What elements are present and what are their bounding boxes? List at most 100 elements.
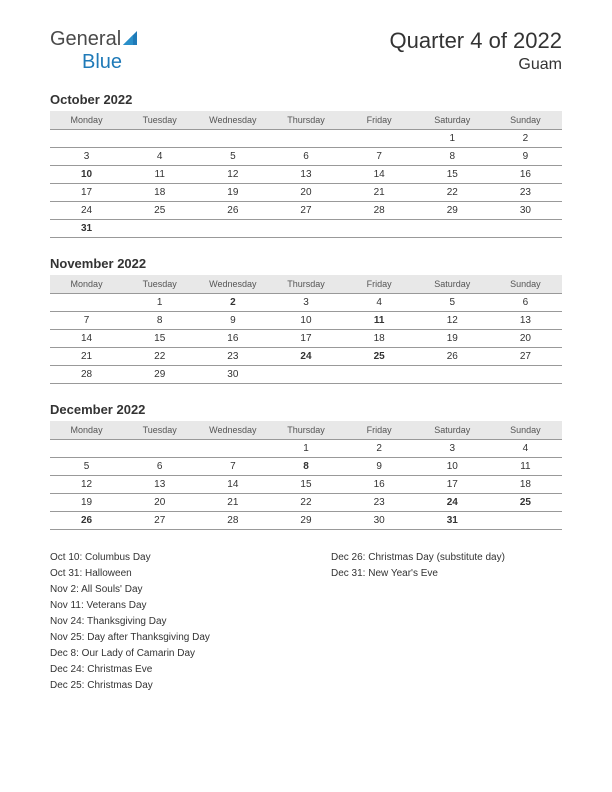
calendar-day-cell: 26 (50, 512, 123, 530)
calendar-day-cell: 21 (50, 348, 123, 366)
calendar-day-cell: 25 (123, 202, 196, 220)
holidays-section: Oct 10: Columbus DayOct 31: HalloweenNov… (50, 550, 562, 694)
weekday-header: Tuesday (123, 111, 196, 130)
calendar-day-cell: 12 (50, 476, 123, 494)
weekday-header: Thursday (269, 275, 342, 294)
calendar-day-cell (123, 220, 196, 238)
calendar-day-cell: 1 (269, 440, 342, 458)
logo-triangle-icon (123, 28, 137, 42)
calendar-day-cell: 14 (343, 166, 416, 184)
calendar-day-cell: 12 (416, 312, 489, 330)
calendar-day-cell: 30 (343, 512, 416, 530)
month-block: December 2022MondayTuesdayWednesdayThurs… (50, 402, 562, 530)
calendar-day-cell (269, 366, 342, 384)
calendar-week-row: 567891011 (50, 458, 562, 476)
calendar-day-cell (489, 366, 562, 384)
calendar-day-cell: 30 (196, 366, 269, 384)
calendar-day-cell: 24 (269, 348, 342, 366)
calendar-day-cell: 30 (489, 202, 562, 220)
calendar-day-cell (50, 130, 123, 148)
calendar-day-cell: 31 (50, 220, 123, 238)
calendar-day-cell (269, 130, 342, 148)
calendar-day-cell: 3 (416, 440, 489, 458)
calendar-day-cell (343, 130, 416, 148)
calendar-day-cell: 11 (123, 166, 196, 184)
calendar-day-cell: 17 (269, 330, 342, 348)
calendar-day-cell: 3 (269, 294, 342, 312)
calendar-day-cell: 24 (50, 202, 123, 220)
calendar-day-cell: 4 (489, 440, 562, 458)
calendar-week-row: 10111213141516 (50, 166, 562, 184)
calendar-day-cell (489, 512, 562, 530)
calendar-day-cell (50, 440, 123, 458)
calendar-week-row: 19202122232425 (50, 494, 562, 512)
months-container: October 2022MondayTuesdayWednesdayThursd… (50, 92, 562, 530)
weekday-header: Saturday (416, 275, 489, 294)
calendar-day-cell: 25 (489, 494, 562, 512)
calendar-day-cell: 8 (416, 148, 489, 166)
calendar-day-cell: 6 (123, 458, 196, 476)
calendar-week-row: 1234 (50, 440, 562, 458)
calendar-day-cell: 8 (123, 312, 196, 330)
calendar-day-cell: 15 (416, 166, 489, 184)
calendar-day-cell: 4 (123, 148, 196, 166)
weekday-header: Thursday (269, 421, 342, 440)
calendar-week-row: 14151617181920 (50, 330, 562, 348)
calendar-day-cell: 26 (416, 348, 489, 366)
month-block: October 2022 MondayTuesdayWednesdayThursd… (50, 92, 562, 238)
weekday-header: Monday (50, 275, 123, 294)
calendar-week-row: 3456789 (50, 148, 562, 166)
calendar-table: MondayTuesdayWednesdayThursdayFridaySatu… (50, 111, 562, 238)
calendar-week-row: 12 (50, 130, 562, 148)
calendar-day-cell: 9 (489, 148, 562, 166)
calendar-week-row: 24252627282930 (50, 202, 562, 220)
calendar-day-cell (196, 440, 269, 458)
calendar-day-cell: 10 (50, 166, 123, 184)
calendar-day-cell: 9 (343, 458, 416, 476)
calendar-day-cell: 27 (269, 202, 342, 220)
calendar-day-cell: 14 (196, 476, 269, 494)
calendar-day-cell: 28 (50, 366, 123, 384)
calendar-day-cell: 22 (123, 348, 196, 366)
calendar-day-cell: 28 (196, 512, 269, 530)
calendar-day-cell: 22 (416, 184, 489, 202)
calendar-day-cell: 22 (269, 494, 342, 512)
weekday-header: Thursday (269, 111, 342, 130)
calendar-day-cell: 20 (123, 494, 196, 512)
weekday-header: Friday (343, 421, 416, 440)
calendar-day-cell: 27 (489, 348, 562, 366)
title-block: Quarter 4 of 2022 Guam (390, 28, 562, 74)
holiday-entry: Nov 2: All Souls' Day (50, 582, 281, 598)
weekday-header: Sunday (489, 421, 562, 440)
weekday-header: Saturday (416, 111, 489, 130)
holiday-entry: Oct 31: Halloween (50, 566, 281, 582)
weekday-header: Wednesday (196, 111, 269, 130)
calendar-day-cell (196, 130, 269, 148)
holiday-entry: Dec 25: Christmas Day (50, 678, 281, 694)
weekday-header: Friday (343, 275, 416, 294)
holiday-entry: Dec 31: New Year's Eve (331, 566, 562, 582)
calendar-day-cell: 13 (269, 166, 342, 184)
calendar-day-cell: 6 (269, 148, 342, 166)
weekday-header: Tuesday (123, 421, 196, 440)
calendar-week-row: 262728293031 (50, 512, 562, 530)
calendar-day-cell: 24 (416, 494, 489, 512)
holiday-entry: Nov 24: Thanksgiving Day (50, 614, 281, 630)
calendar-week-row: 31 (50, 220, 562, 238)
calendar-day-cell: 21 (343, 184, 416, 202)
calendar-day-cell: 12 (196, 166, 269, 184)
holidays-column-right: Dec 26: Christmas Day (substitute day)De… (331, 550, 562, 694)
calendar-day-cell: 16 (489, 166, 562, 184)
calendar-day-cell: 10 (269, 312, 342, 330)
calendar-day-cell (343, 366, 416, 384)
page-header: General Blue Quarter 4 of 2022 Guam (50, 28, 562, 74)
calendar-day-cell: 25 (343, 348, 416, 366)
month-title: October 2022 (50, 92, 562, 107)
weekday-header: Sunday (489, 275, 562, 294)
calendar-day-cell: 16 (196, 330, 269, 348)
calendar-day-cell: 11 (343, 312, 416, 330)
holiday-entry: Nov 11: Veterans Day (50, 598, 281, 614)
calendar-day-cell: 6 (489, 294, 562, 312)
calendar-day-cell: 27 (123, 512, 196, 530)
weekday-header: Monday (50, 421, 123, 440)
